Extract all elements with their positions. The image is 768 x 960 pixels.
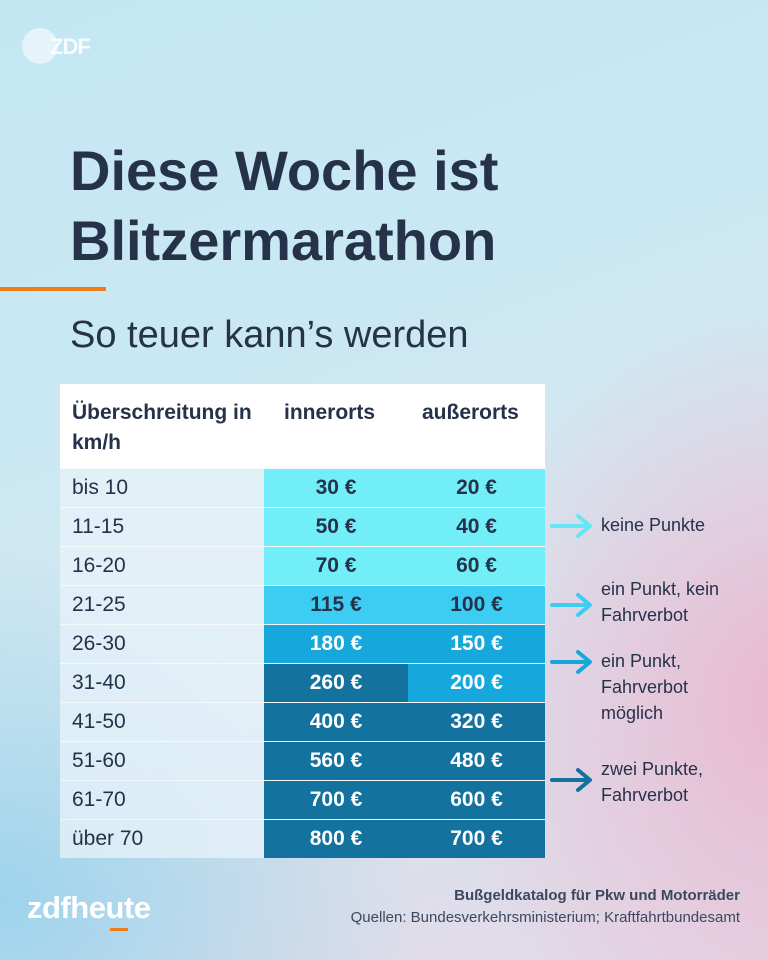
fine-ausserorts: 700 € — [408, 820, 545, 858]
header-speeding: Überschreitung in km/h — [72, 401, 252, 454]
sources: Bußgeldkatalog für Pkw und Motorräder Qu… — [351, 885, 740, 929]
table-row: 21-25 115 € 100 € — [60, 585, 545, 624]
zdf-logo-text: ZDF — [50, 34, 91, 59]
fine-innerorts: 700 € — [264, 781, 408, 819]
arrow-right-icon — [550, 593, 592, 617]
table-row: 51-60 560 € 480 € — [60, 741, 545, 780]
fine-innerorts: 800 € — [264, 820, 408, 858]
arrow-right-icon — [550, 650, 592, 674]
fine-innerorts: 400 € — [264, 703, 408, 741]
fine-innerorts: 260 € — [264, 664, 408, 702]
speed-range: 21-25 — [60, 586, 264, 624]
annotation-label: ein Punkt, kein Fahrverbot — [601, 579, 720, 625]
fine-ausserorts: 60 € — [408, 547, 545, 585]
speed-range: 16-20 — [60, 547, 264, 585]
speed-range: bis 10 — [60, 469, 264, 507]
fine-innerorts: 560 € — [264, 742, 408, 780]
fine-innerorts: 30 € — [264, 469, 408, 507]
table-header: Überschreitung in km/h innerorts außeror… — [60, 384, 545, 468]
arrow-right-icon — [550, 768, 592, 792]
speed-range: über 70 — [60, 820, 264, 858]
brand-heute: heute — [70, 890, 151, 925]
fine-innerorts: 180 € — [264, 625, 408, 663]
table-row: 16-20 70 € 60 € — [60, 546, 545, 585]
brand-underline — [110, 928, 128, 931]
accent-rule — [0, 287, 106, 291]
source-title: Bußgeldkatalog für Pkw und Motorräder — [454, 887, 740, 904]
table-row: 41-50 400 € 320 € — [60, 702, 545, 741]
fine-innerorts: 50 € — [264, 508, 408, 546]
fine-ausserorts: 600 € — [408, 781, 545, 819]
table-row: über 70 800 € 700 € — [60, 819, 545, 858]
source-credits: Quellen: Bundesverkehrsministerium; Kraf… — [350, 909, 740, 926]
speed-range: 11-15 — [60, 508, 264, 546]
annotation-label: keine Punkte — [601, 515, 706, 535]
brand-zdf: zdf — [27, 890, 71, 925]
table-row: 26-30 180 € 150 € — [60, 624, 545, 663]
headline: Diese Woche ist Blitzermarathon — [70, 139, 499, 272]
table-row: 61-70 700 € 600 € — [60, 780, 545, 819]
table-row: 11-15 50 € 40 € — [60, 507, 545, 546]
fine-table: Überschreitung in km/h innerorts außeror… — [60, 384, 545, 858]
speed-range: 31-40 — [60, 664, 264, 702]
zdf-logo-mark — [22, 28, 58, 64]
speed-range: 61-70 — [60, 781, 264, 819]
zdf-logo: ZDF — [22, 28, 102, 68]
speed-range: 51-60 — [60, 742, 264, 780]
fine-ausserorts: 100 € — [408, 586, 545, 624]
fine-innerorts: 70 € — [264, 547, 408, 585]
header-ausserorts: außerorts — [422, 401, 519, 424]
annotation-label: zwei Punkte, Fahrverbot — [601, 759, 704, 805]
header-innerorts: innerorts — [284, 401, 376, 424]
annotation-label: ein Punkt, Fahrverbot möglich — [601, 651, 689, 723]
table-row: bis 10 30 € 20 € — [60, 468, 545, 507]
zdfheute-logo: zdfheute — [27, 890, 151, 931]
fine-ausserorts: 150 € — [408, 625, 545, 663]
fine-ausserorts: 320 € — [408, 703, 545, 741]
fine-ausserorts: 20 € — [408, 469, 545, 507]
fine-innerorts: 115 € — [264, 586, 408, 624]
fine-ausserorts: 40 € — [408, 508, 545, 546]
fine-ausserorts: 480 € — [408, 742, 545, 780]
subheadline: So teuer kann’s werden — [70, 314, 469, 356]
table-row: 31-40 260 € 200 € — [60, 663, 545, 702]
fine-ausserorts: 200 € — [408, 664, 545, 702]
arrow-right-icon — [550, 514, 592, 538]
table-body: bis 10 30 € 20 € 11-15 50 € 40 € 16-20 7… — [60, 468, 545, 858]
speed-range: 41-50 — [60, 703, 264, 741]
speed-range: 26-30 — [60, 625, 264, 663]
